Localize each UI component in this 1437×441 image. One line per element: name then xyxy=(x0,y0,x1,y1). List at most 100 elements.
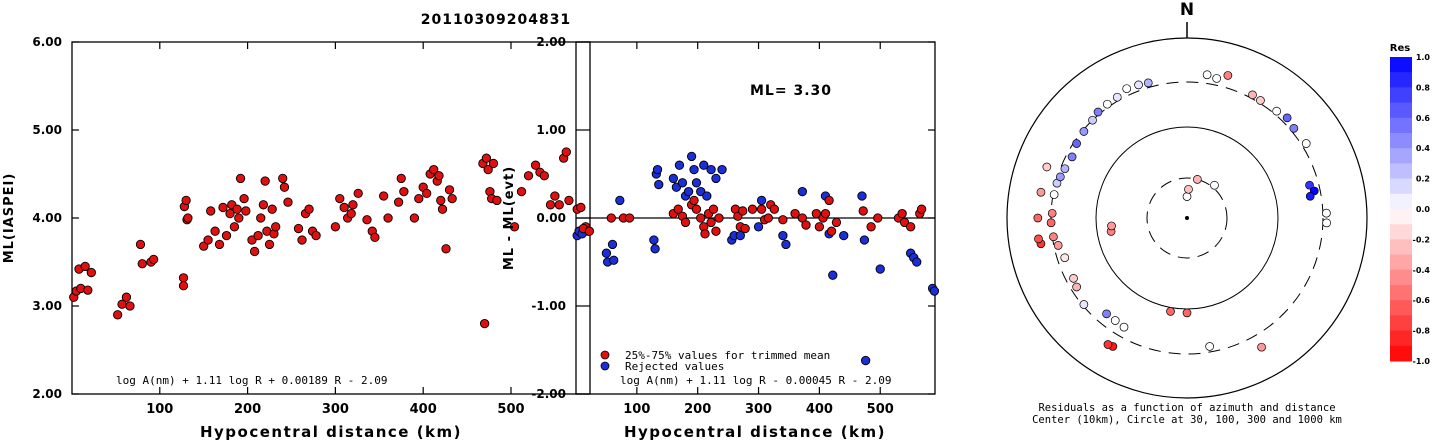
rejected-point xyxy=(689,164,699,175)
data-point xyxy=(229,222,240,232)
colorbar-cell xyxy=(1390,300,1412,316)
rejected-point xyxy=(691,178,702,188)
colorbar-cell xyxy=(1390,224,1412,240)
rejected-point xyxy=(654,179,664,190)
station-point xyxy=(1256,96,1265,105)
trimmed-point xyxy=(831,217,842,228)
rejected-point xyxy=(683,186,694,197)
rejected-point xyxy=(652,164,663,175)
colorbar-cell xyxy=(1390,133,1412,149)
rejected-point xyxy=(607,239,618,250)
data-point xyxy=(199,241,209,251)
data-point xyxy=(206,206,216,216)
data-point xyxy=(258,200,269,210)
ml-value-text: ML= 3.30 xyxy=(750,83,832,99)
data-point xyxy=(436,195,446,206)
station-point xyxy=(1143,78,1153,88)
data-point xyxy=(362,215,372,225)
station-point xyxy=(1033,213,1043,223)
data-point xyxy=(183,213,193,223)
colorbar-cell xyxy=(1390,178,1412,195)
data-point xyxy=(550,191,560,201)
station-point xyxy=(1042,162,1052,172)
ring-1000km xyxy=(1006,37,1368,399)
station-residual-points xyxy=(1033,70,1331,352)
data-point xyxy=(370,232,380,243)
trimmed-point xyxy=(706,217,716,228)
station-point xyxy=(1036,187,1046,197)
colorbar-cell xyxy=(1390,87,1412,104)
data-point xyxy=(492,195,502,206)
y-tick-label: -1.00 xyxy=(531,299,566,313)
rejected-point xyxy=(699,160,709,170)
data-point xyxy=(393,197,404,207)
colorbar-tick-label: 0.6 xyxy=(1416,114,1431,123)
y-axis-label: ML(IASPEI) xyxy=(2,173,17,264)
station-point xyxy=(1305,191,1315,201)
y-tick-label: 1.00 xyxy=(536,123,566,137)
trimmed-point xyxy=(763,213,773,223)
rejected-point xyxy=(781,239,791,250)
rejected-point xyxy=(797,186,808,197)
panel-ml-residual: -2.00 -1.00 0.00 1.00 2.00 100 200 300 400 500 M… xyxy=(502,35,940,441)
station-point xyxy=(1223,71,1233,80)
data-point xyxy=(554,200,564,210)
rejected-point xyxy=(753,222,764,232)
center-marker xyxy=(1185,216,1189,220)
station-point xyxy=(1289,123,1299,133)
colorbar-tick-label: 1.0 xyxy=(1416,53,1431,62)
rejected-point xyxy=(875,264,885,274)
data-point xyxy=(249,246,260,257)
data-point xyxy=(214,239,225,250)
data-point xyxy=(297,235,307,245)
colorbar-cell xyxy=(1390,117,1412,134)
data-point xyxy=(311,230,321,241)
data-point xyxy=(239,193,249,204)
data-point xyxy=(247,235,257,245)
colorbar-cell xyxy=(1390,163,1412,180)
data-point xyxy=(279,182,290,192)
colorbar-cell xyxy=(1390,72,1412,88)
station-point xyxy=(1049,190,1059,199)
colorbar-tick-label: -0.8 xyxy=(1413,327,1431,336)
data-point xyxy=(516,186,527,197)
data-point xyxy=(232,204,242,214)
data-point xyxy=(83,285,93,295)
data-point xyxy=(447,193,457,204)
trimmed-point xyxy=(696,213,706,223)
trimmed-point xyxy=(801,220,811,230)
colorbar-cell xyxy=(1390,239,1412,256)
trimmed-point xyxy=(738,206,748,216)
rejected-point xyxy=(686,151,697,162)
station-point xyxy=(1166,307,1175,316)
station-point xyxy=(1248,90,1257,100)
data-point xyxy=(260,176,270,186)
x-tick-label: 300 xyxy=(745,402,772,417)
y-tick-label: 4.00 xyxy=(32,211,62,225)
rejected-point xyxy=(615,195,625,206)
data-point xyxy=(241,206,251,216)
colorbar-tick-label: 0.2 xyxy=(1416,175,1430,184)
station-point xyxy=(1205,342,1215,351)
colorbar-tick-label: -0.6 xyxy=(1413,296,1431,305)
trimmed-point xyxy=(624,213,635,223)
data-point xyxy=(399,186,409,197)
colorbar-cell xyxy=(1390,254,1412,271)
y-tick-label: 3.00 xyxy=(32,299,62,313)
panel-azimuth-residuals: N Residuals as a function of azimuth and… xyxy=(1006,0,1368,426)
rejected-point xyxy=(601,248,612,258)
data-point xyxy=(221,230,232,241)
colorbar-cell xyxy=(1390,102,1412,119)
rejected-point xyxy=(717,164,727,175)
colorbar-cell xyxy=(1390,285,1412,301)
data-point xyxy=(434,171,444,181)
ring-30km xyxy=(1146,177,1228,259)
trimmed-point xyxy=(778,215,788,225)
colorbar-tick-label: -0.4 xyxy=(1413,266,1431,275)
legend-trimmed-label: 25%-75% values for trimmed mean xyxy=(625,349,830,362)
station-point xyxy=(1257,342,1266,352)
rejected-point xyxy=(778,230,788,241)
y-tick-label: -2.00 xyxy=(531,387,566,401)
data-point xyxy=(330,222,341,232)
trimmed-point xyxy=(769,204,780,214)
